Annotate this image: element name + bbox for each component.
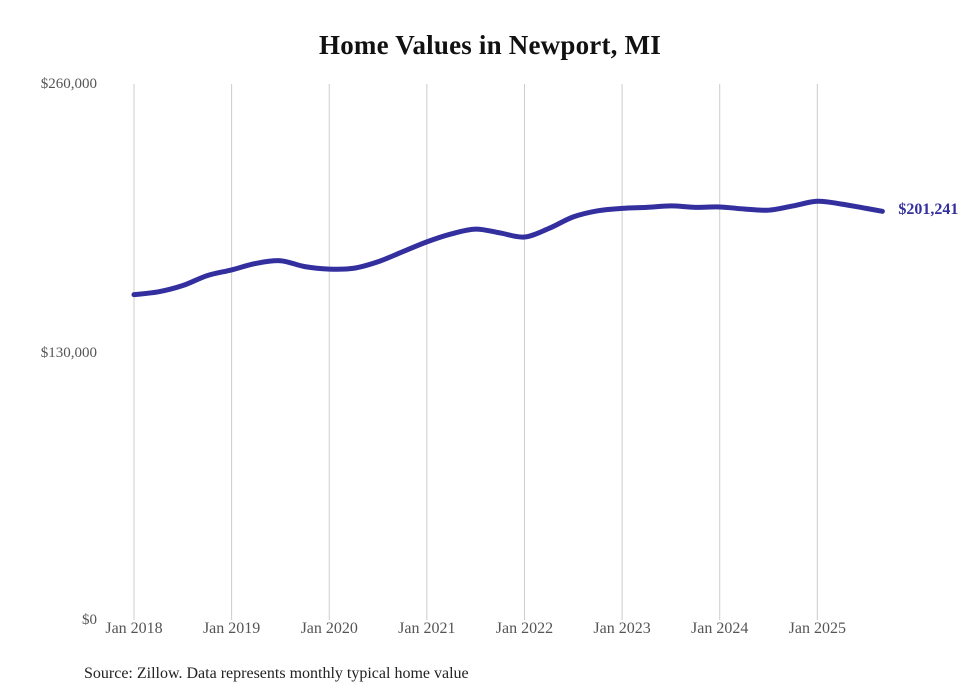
- x-axis-tick-label: Jan 2023: [593, 620, 651, 637]
- y-axis-tick-label-top: $260,000: [40, 76, 97, 92]
- series-line-typical-home-value: [131, 198, 885, 298]
- x-axis-tick-label: Jan 2020: [300, 620, 358, 637]
- y-axis-tick-label-mid: $130,000: [40, 345, 97, 361]
- x-gridlines: [133, 84, 818, 620]
- x-axis-tick-label: Jan 2019: [202, 620, 261, 637]
- end-value-label: $201,241: [898, 201, 959, 219]
- x-axis-tick-label: Jan 2025: [788, 620, 846, 637]
- x-axis-tick-label: Jan 2021: [398, 620, 456, 637]
- source-note: Source: Zillow. Data represents monthly …: [84, 665, 469, 682]
- chart-title: Home Values in Newport, MI: [319, 30, 661, 60]
- x-axis-tick-label: Jan 2024: [691, 620, 749, 637]
- y-axis-tick-label-bottom: $0: [82, 612, 97, 628]
- x-axis-tick-label: Jan 2022: [495, 620, 554, 637]
- x-axis-tick-label: Jan 2018: [105, 620, 163, 637]
